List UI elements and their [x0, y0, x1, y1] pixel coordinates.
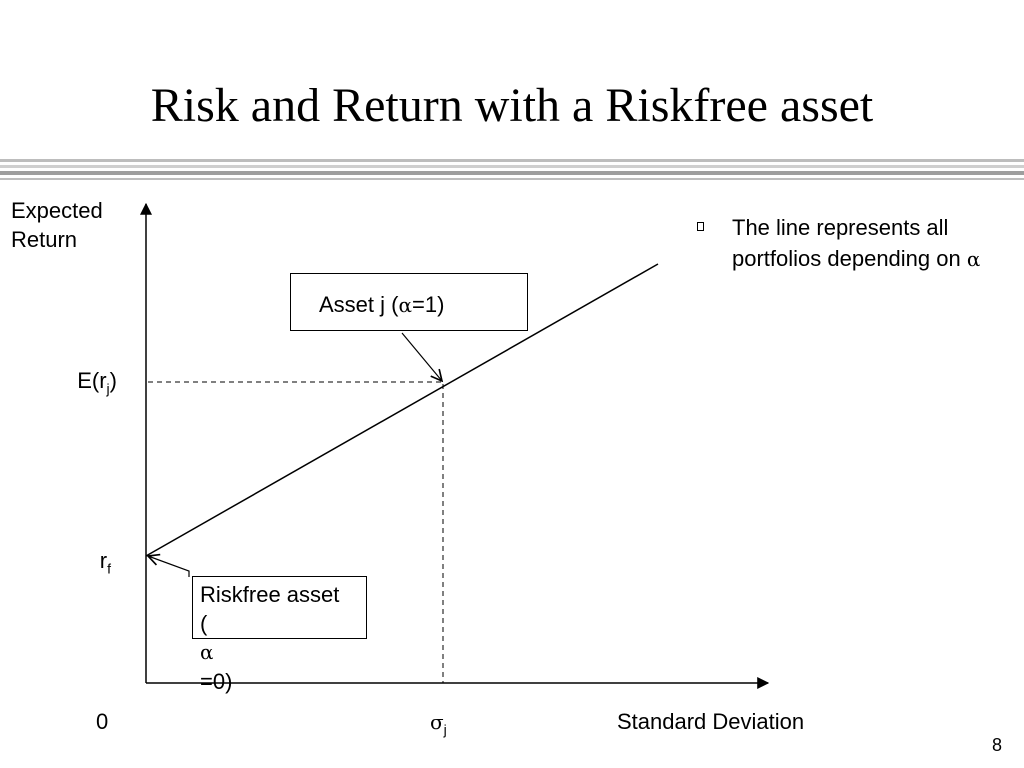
callout-line: Riskfree asset [200, 582, 340, 607]
alpha-symbol: α [966, 247, 981, 271]
y-axis-label-line: Return [11, 227, 78, 252]
bullet-list: The line represents all portfolios depen… [690, 212, 990, 275]
y-axis-label-line: Expected [11, 198, 103, 223]
x-axis-label: Standard Deviation [617, 709, 805, 734]
title-rule [0, 165, 1024, 168]
title-rule [0, 159, 1024, 162]
riskfree-asset-callout: Riskfree asset (α =0) [192, 576, 367, 694]
page-number: 8 [991, 735, 1002, 755]
asset-j-callout: Asset j (α=1) [290, 273, 528, 331]
y-axis-label: Expected Return [11, 196, 103, 254]
bullet-square-icon [697, 222, 704, 231]
sigma-tick-label: σj [430, 710, 447, 738]
origin-label: 0 [96, 709, 109, 734]
riskfree-rate-tick-label: rf [99, 548, 111, 577]
expected-return-tick-label: E(rj) [77, 368, 117, 397]
slide-title: Risk and Return with a Riskfree asset [150, 79, 874, 132]
title-rule [0, 178, 1024, 180]
title-rule [0, 171, 1024, 175]
bullet-text: The line represents all portfolios depen… [732, 215, 967, 271]
asset-j-pointer [401, 332, 442, 381]
callout-line: (α =0) [200, 611, 233, 694]
capital-allocation-line [145, 263, 659, 557]
bullet-item: The line represents all portfolios depen… [690, 212, 990, 275]
riskfree-pointer [148, 556, 190, 577]
